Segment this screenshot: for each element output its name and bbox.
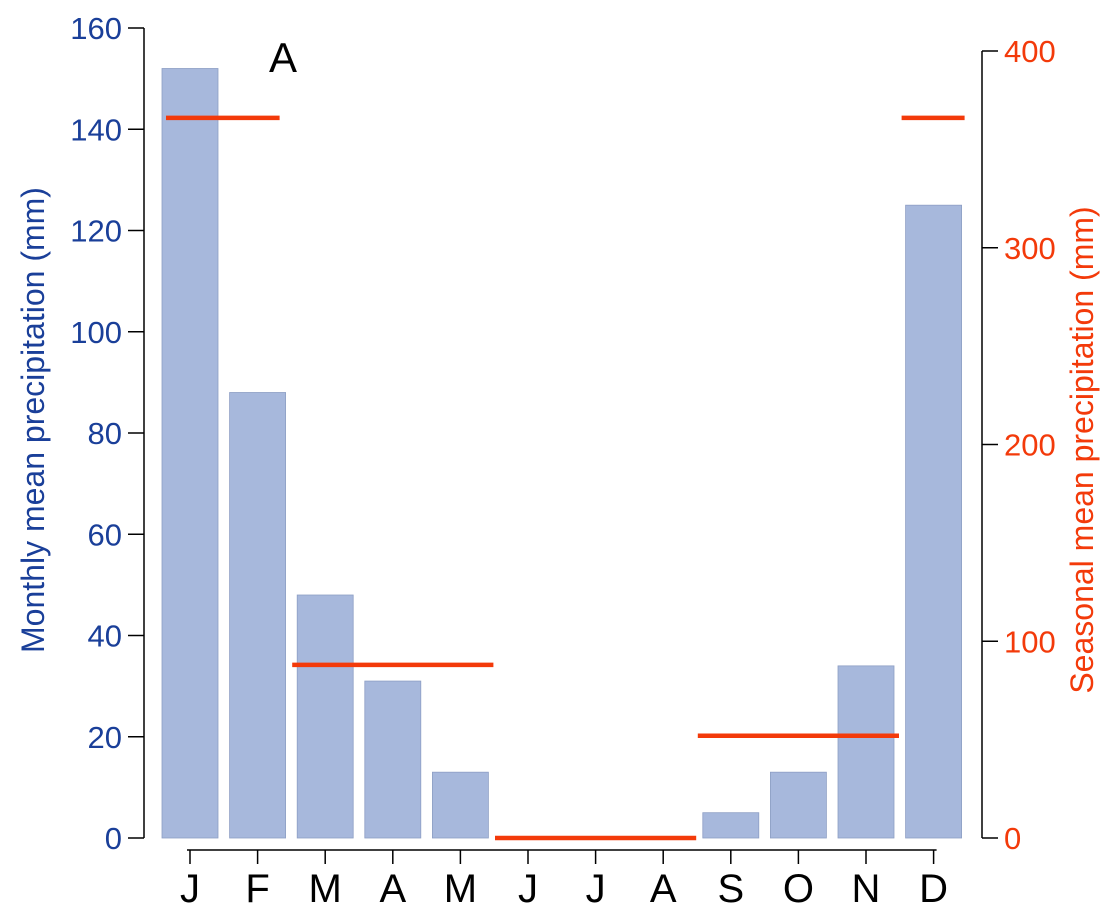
x-tick-label-4: A [379, 867, 406, 911]
bar-9 [702, 812, 760, 839]
x-tick-label-8: A [650, 867, 677, 911]
bar-10 [770, 771, 827, 839]
x-tick-label-2: F [245, 867, 269, 911]
right-tick-label-200: 200 [1004, 428, 1056, 463]
right-tick-label-100: 100 [1004, 624, 1056, 659]
left-tick-label-160: 160 [70, 11, 122, 46]
left-tick-label-80: 80 [88, 416, 122, 451]
x-tick-label-3: M [309, 867, 342, 911]
left-tick-label-100: 100 [70, 315, 122, 350]
x-tick-label-10: O [783, 867, 814, 911]
bar-5 [431, 771, 489, 839]
right-tick-label-300: 300 [1004, 231, 1056, 266]
bar-4 [364, 680, 422, 839]
left-tick-label-140: 140 [70, 112, 122, 147]
x-tick-label-6: J [518, 867, 538, 911]
bar-11 [837, 665, 895, 839]
bar-3 [296, 594, 354, 839]
x-tick-label-9: S [717, 867, 744, 911]
x-tick-label-11: N [852, 867, 881, 911]
right-tick-label-0: 0 [1004, 821, 1021, 856]
bar-1 [161, 68, 219, 839]
left-tick-label-120: 120 [70, 214, 122, 249]
left-tick-label-20: 20 [88, 720, 122, 755]
bar-12 [905, 204, 962, 839]
bars-layer [161, 68, 962, 839]
left-axis-title: Monthly mean precipitation (mm) [15, 187, 51, 653]
bar-2 [229, 392, 287, 839]
left-tick-label-40: 40 [88, 619, 122, 654]
x-tick-label-7: J [586, 867, 606, 911]
left-tick-label-60: 60 [88, 517, 122, 552]
left-tick-label-0: 0 [105, 821, 122, 856]
seasonal-lines-layer [166, 115, 965, 841]
x-tick-label-1: J [180, 867, 200, 911]
x-tick-label-12: D [919, 867, 948, 911]
right-axis-title: Seasonal mean precipitation (mm) [1064, 206, 1100, 693]
panel-label: A [269, 34, 297, 81]
right-tick-label-400: 400 [1004, 34, 1056, 69]
x-tick-label-5: M [444, 867, 477, 911]
